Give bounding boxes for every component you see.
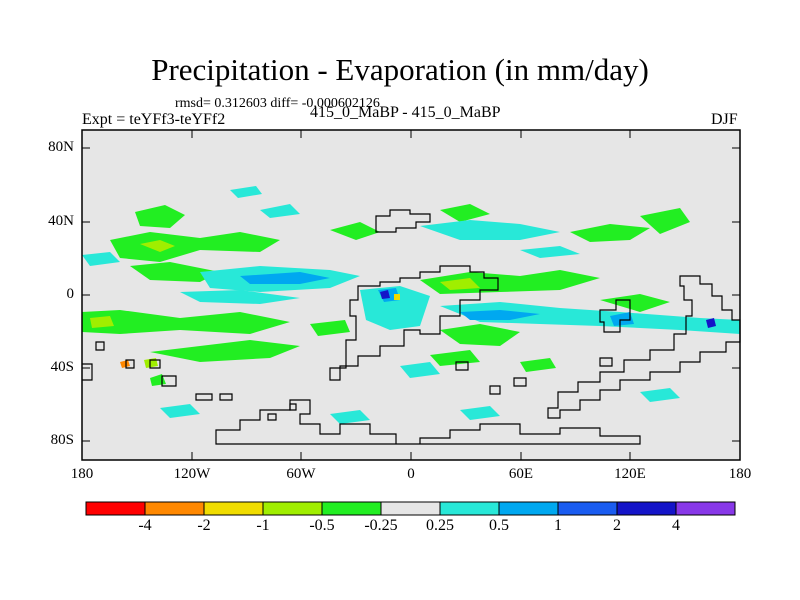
- colorbar-label: -0.25: [364, 517, 398, 534]
- colorbar-box: [675, 501, 736, 516]
- colorbar-box: [203, 501, 264, 516]
- patch: [600, 294, 670, 312]
- lon-label: 180: [70, 466, 94, 482]
- lon-label: 60W: [286, 466, 316, 482]
- colorbar-label: 0.25: [426, 517, 454, 534]
- colorbar-box: [85, 501, 146, 516]
- patch: [90, 316, 114, 328]
- coastline: [149, 359, 161, 369]
- lon-label: 0: [407, 466, 415, 482]
- colorbar-box: [557, 501, 618, 516]
- colorbar-label: -2: [197, 517, 211, 534]
- coastline: [195, 393, 213, 401]
- patch: [330, 410, 370, 424]
- colorbar-box: [262, 501, 323, 516]
- coastline: [599, 357, 613, 367]
- patch: [110, 232, 280, 262]
- season-label: DJF: [711, 111, 738, 128]
- patch: [230, 186, 262, 198]
- colorbar-label: -0.5: [309, 517, 335, 534]
- field-patches: [82, 186, 740, 424]
- patch: [150, 340, 300, 362]
- coastline: [547, 275, 741, 419]
- patch: [120, 360, 130, 368]
- colorbar-box: [321, 501, 382, 516]
- lon-label: 120E: [614, 466, 646, 482]
- patch: [460, 406, 500, 420]
- coastline: [82, 363, 93, 381]
- patch: [394, 294, 400, 300]
- map-title: Precipitation - Evaporation (in mm/day): [151, 52, 649, 87]
- patch: [440, 324, 520, 346]
- coastline: [125, 359, 135, 369]
- patch: [330, 222, 380, 240]
- patch: [180, 290, 300, 304]
- patch: [440, 278, 480, 290]
- coastline: [95, 341, 105, 351]
- colorbar-box: [144, 501, 205, 516]
- coastlines: [82, 209, 741, 445]
- patch: [310, 320, 350, 336]
- lat-label: 40S: [50, 359, 74, 375]
- patch: [130, 262, 220, 282]
- patch: [380, 290, 390, 299]
- patch: [520, 246, 580, 258]
- patch: [440, 204, 490, 222]
- colorbar-label: 1: [554, 517, 562, 534]
- patch: [420, 220, 560, 240]
- stats-text: rmsd= 0.312603 diff= -0.000602126: [175, 96, 380, 111]
- coastline: [455, 361, 469, 371]
- coastline: [375, 209, 431, 233]
- patch: [400, 362, 440, 378]
- patch: [135, 205, 185, 228]
- colorbar-box: [380, 501, 441, 516]
- colorbar-label: -4: [138, 517, 152, 534]
- patch: [706, 318, 716, 328]
- coastline: [329, 265, 499, 381]
- patch: [640, 208, 690, 234]
- colorbar: [85, 501, 736, 516]
- lat-label: 40N: [48, 213, 74, 229]
- colorbar-box: [439, 501, 500, 516]
- patch: [460, 310, 540, 320]
- patch: [440, 302, 740, 334]
- lat-label: 80S: [50, 432, 74, 448]
- colorbar-label: -1: [256, 517, 270, 534]
- lon-label: 60E: [508, 466, 534, 482]
- colorbar-label: 2: [613, 517, 621, 534]
- patch: [570, 224, 650, 242]
- patch: [240, 272, 330, 284]
- colorbar-box: [616, 501, 677, 516]
- colorbar-box: [498, 501, 559, 516]
- patch: [82, 310, 290, 334]
- patch: [260, 204, 300, 218]
- coastline: [489, 385, 501, 395]
- experiment-label: Expt = teYFf3-teYFf2: [82, 111, 226, 128]
- patch: [140, 240, 175, 252]
- lon-label: 120W: [173, 466, 211, 482]
- patch: [610, 312, 634, 326]
- patch: [360, 286, 430, 330]
- patch: [520, 358, 556, 372]
- coastline: [215, 399, 641, 445]
- axis-ticks: [82, 130, 740, 460]
- patch: [640, 388, 680, 402]
- coastline: [513, 377, 527, 387]
- lat-label: 80N: [48, 139, 74, 155]
- coastline: [599, 299, 631, 333]
- runs-label: 415_0_MaBP - 415_0_MaBP: [310, 104, 501, 121]
- coastline: [289, 403, 297, 411]
- lon-label: 180: [728, 466, 752, 482]
- patch: [82, 252, 120, 266]
- colorbar-label: 4: [672, 517, 680, 534]
- patch: [160, 404, 200, 418]
- colorbar-label: 0.5: [489, 517, 509, 534]
- coastline: [219, 393, 233, 401]
- coastline: [267, 413, 277, 421]
- lat-label: 0: [66, 286, 75, 302]
- coastline: [161, 375, 177, 387]
